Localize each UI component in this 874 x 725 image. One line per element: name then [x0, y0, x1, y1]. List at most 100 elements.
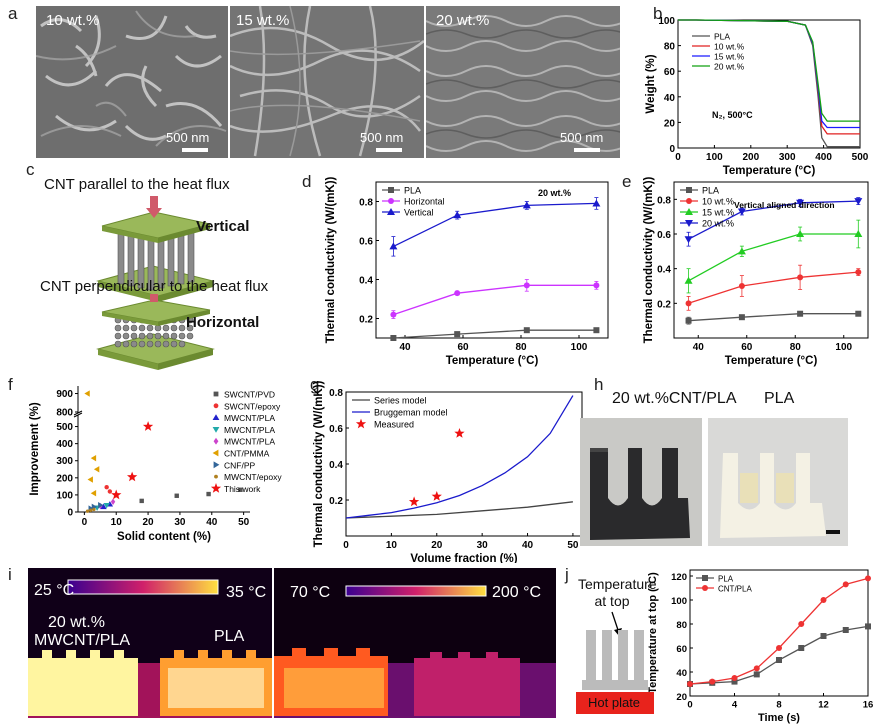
y-axis-label: Weight (%) [645, 54, 657, 113]
chart-annotation: 20 wt.% [538, 188, 571, 198]
data-point [522, 201, 531, 209]
sem-label-20wt: 20 wt.% [436, 12, 490, 29]
y-tick-label: 900 [56, 389, 73, 400]
legend-marker [213, 403, 219, 409]
scale-bar-1 [182, 148, 208, 152]
series-1 [685, 264, 862, 311]
y-tick-label: 0.8 [359, 198, 373, 209]
legend-entry: Horizontal [404, 197, 445, 207]
scale-bar-2 [376, 148, 402, 152]
y-tick-label: 0.8 [657, 195, 671, 206]
data-point [685, 300, 692, 307]
y-tick-label: 0.2 [359, 315, 373, 326]
data-point [865, 623, 871, 630]
horizontal-schematic [96, 294, 215, 370]
x-tick-label: 80 [515, 342, 527, 353]
plot-frame [689, 569, 869, 697]
x-tick-label: 20 [431, 540, 443, 551]
x-tick-label: 30 [477, 540, 489, 551]
series-0 [390, 327, 600, 341]
scale-text-3: 500 nm [560, 130, 604, 145]
series-line [345, 501, 573, 519]
y-tick-label: 100 [658, 16, 675, 27]
y-tick-label: 20 [664, 118, 676, 129]
sem-image-15wt: 15 wt.% 500 nm [230, 6, 424, 158]
data-point [90, 490, 97, 497]
x-tick-label: 100 [571, 342, 588, 353]
legend: Series model Bruggeman model Measured [352, 396, 448, 430]
legend-marker [702, 575, 708, 581]
horizontal-label: Horizontal [186, 314, 260, 331]
legend-entry: 10 wt.% [714, 42, 745, 52]
legend-entry: 15 wt.% [702, 208, 734, 218]
sem-image-20wt: 20 wt.% 500 nm [426, 6, 620, 158]
data-point [110, 498, 116, 505]
y-tick-label: 200 [56, 473, 73, 484]
data-point [593, 282, 600, 289]
data-point [103, 502, 110, 509]
x-tick-label: 100 [706, 152, 723, 163]
legend-marker [212, 427, 220, 433]
series-line [678, 19, 860, 135]
x-tick-label: 0 [675, 152, 681, 163]
x-tick-label: 30 [174, 517, 186, 528]
series-0 [685, 310, 862, 325]
panel-label-e: e [622, 172, 632, 191]
x-tick-label: 400 [815, 152, 832, 163]
y-tick-label: 120 [671, 572, 687, 583]
legend-entry: 20 wt.% [714, 62, 745, 72]
series-3 [678, 19, 860, 122]
series-0 [345, 501, 573, 519]
series-2 [684, 219, 863, 294]
data-point [685, 317, 692, 324]
series-1 [104, 485, 113, 494]
data-point [684, 236, 693, 244]
x-tick-label: 8 [776, 700, 781, 711]
x-axis-label: Solid content (%) [117, 531, 211, 543]
data-point [390, 311, 397, 318]
panel-label-f: f [8, 375, 13, 394]
data-point [238, 487, 243, 492]
legend-entry: PLA [404, 186, 421, 196]
legend-entry: Series model [374, 396, 427, 406]
data-point [89, 508, 93, 512]
legend-entry: Measured [374, 420, 414, 430]
y-tick-label: 60 [676, 644, 687, 655]
y-tick-label: 80 [664, 42, 676, 53]
y-tick-label: 40 [676, 668, 687, 679]
sem-texture [426, 6, 620, 158]
x-tick-label: 300 [779, 152, 796, 163]
series-line [689, 625, 869, 685]
series-1 [678, 19, 860, 135]
data-point [737, 208, 746, 216]
data-point [820, 633, 827, 639]
series-1 [390, 279, 600, 319]
sem-label-15wt: 15 wt.% [236, 12, 290, 29]
x-tick-label: 10 [386, 540, 398, 551]
data-point [709, 678, 716, 685]
data-point [408, 496, 420, 507]
data-point [453, 211, 462, 219]
ir-texture-low [28, 579, 272, 718]
ir-sample-cntpla-1: 20 wt.% [48, 614, 105, 631]
data-point [84, 390, 90, 397]
legend-marker [388, 187, 394, 193]
x-tick-label: 80 [790, 342, 802, 353]
legend-entry: This work [224, 484, 261, 494]
panel-label-a: a [8, 4, 18, 23]
x-tick-label: 100 [835, 342, 852, 353]
x-tick-label: 0 [687, 700, 692, 711]
series-line [688, 233, 859, 282]
legend-entry: MWCNT/PLA [224, 437, 275, 447]
data-point [798, 645, 805, 651]
data-point [738, 283, 745, 289]
x-tick-label: 50 [567, 540, 579, 551]
x-tick-label: 40 [693, 342, 705, 353]
data-point [431, 491, 442, 501]
series-line [688, 271, 859, 304]
data-point [731, 678, 738, 685]
x-axis-label: Temperature (°C) [725, 355, 818, 367]
